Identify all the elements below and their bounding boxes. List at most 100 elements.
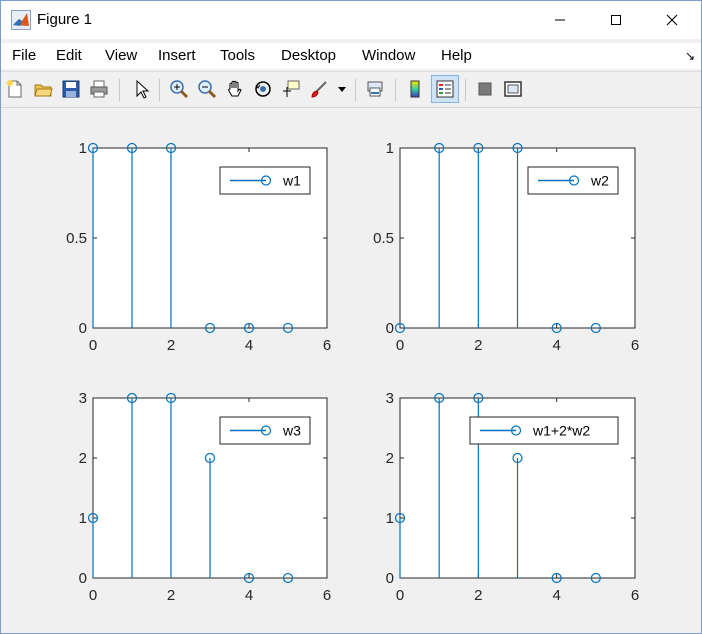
stem-marker[interactable]	[165, 142, 177, 154]
stem-marker[interactable]	[394, 322, 406, 334]
stem-marker[interactable]	[165, 392, 177, 404]
data-cursor-icon[interactable]	[279, 77, 303, 101]
brush-dropdown-icon[interactable]	[335, 77, 349, 101]
stem-marker[interactable]	[434, 392, 445, 404]
menu-view[interactable]: View	[105, 47, 138, 64]
x-tick-label: 0	[396, 337, 404, 354]
close-button[interactable]	[649, 1, 695, 39]
save-icon[interactable]	[59, 77, 83, 101]
y-tick-label: 2	[79, 450, 87, 467]
x-tick-label: 2	[167, 587, 175, 604]
y-tick-label: 0	[79, 320, 87, 337]
rotate-3d-icon[interactable]	[251, 77, 275, 101]
x-tick-label: 6	[323, 587, 331, 604]
x-tick-label: 2	[474, 337, 482, 354]
zoom-out-icon[interactable]	[195, 77, 219, 101]
figure-toolbar	[1, 73, 701, 108]
dock-arrow-icon[interactable]: ↘	[684, 49, 695, 63]
y-tick-label: 0.5	[373, 230, 394, 247]
menu-insert[interactable]: Insert	[158, 47, 196, 64]
menu-desktop[interactable]: Desktop	[281, 47, 337, 64]
y-tick-label: 0	[386, 320, 394, 337]
toolbar-separator	[395, 79, 396, 101]
stem-marker[interactable]	[243, 322, 255, 334]
toolbar-separator	[355, 79, 356, 101]
x-tick-label: 4	[552, 587, 560, 604]
toolbar-separator	[159, 79, 160, 101]
new-figure-icon[interactable]	[3, 77, 27, 101]
legend[interactable]: w1	[219, 166, 311, 195]
menu-tools[interactable]: Tools	[220, 47, 256, 64]
brush-icon[interactable]	[307, 77, 331, 101]
maximize-icon	[610, 14, 622, 26]
subplot-3[interactable]: 0 2 4 6 0 1 2 3 w3	[79, 390, 332, 604]
hide-plot-tools-icon[interactable]	[473, 77, 497, 101]
edit-plot-arrow-icon[interactable]	[129, 77, 153, 101]
y-tick-label: 1	[79, 510, 87, 527]
insert-colorbar-icon[interactable]	[403, 77, 427, 101]
menu-file[interactable]: File	[12, 47, 37, 64]
figure-canvas[interactable]: 0 2 4 6 0 0.5 1 w1 0 2 4 6 0 0.5 1 w2 0 2 4 6 0 1 2 3 w3 0 2 4 6 0 1 2 3…	[1, 108, 701, 633]
stem-marker[interactable]	[434, 142, 445, 154]
subplot-2[interactable]: 0 2 4 6 0 0.5 1 w2	[373, 140, 639, 354]
stem-marker[interactable]	[204, 322, 216, 334]
legend-entry: w1	[282, 173, 301, 189]
stem-marker[interactable]	[282, 322, 294, 334]
legend[interactable]: w2	[527, 166, 619, 195]
menu-help[interactable]: Help	[441, 47, 472, 64]
legend-marker-sample	[260, 175, 272, 186]
x-tick-label: 6	[323, 337, 331, 354]
zoom-in-icon[interactable]	[167, 77, 191, 101]
open-file-icon[interactable]	[31, 77, 55, 101]
title-bar[interactable]: Figure 1	[1, 1, 701, 39]
stem-marker[interactable]	[87, 142, 99, 154]
stem-marker[interactable]	[590, 322, 601, 334]
x-tick-label: 0	[89, 587, 97, 604]
stem-marker[interactable]	[243, 572, 255, 584]
stem-marker[interactable]	[126, 142, 138, 154]
stem-marker[interactable]	[512, 142, 523, 154]
menu-window[interactable]: Window	[362, 47, 416, 64]
y-tick-label: 0	[79, 570, 87, 587]
stem-marker[interactable]	[512, 452, 523, 464]
insert-legend-icon[interactable]	[431, 75, 459, 103]
menu-edit[interactable]: Edit	[56, 47, 82, 64]
legend-marker-sample	[568, 175, 580, 186]
window-title: Figure 1	[37, 11, 93, 28]
legend[interactable]: w1+2*w2	[469, 416, 619, 445]
x-tick-label: 0	[396, 587, 404, 604]
close-icon	[666, 14, 678, 26]
toolbar-separator	[465, 79, 466, 101]
subplot-4[interactable]: 0 2 4 6 0 1 2 3 w1+2*w2	[386, 390, 640, 604]
y-tick-label: 3	[386, 390, 394, 407]
toolbar-separator	[119, 79, 120, 101]
y-tick-label: 0.5	[66, 230, 87, 247]
stem-marker[interactable]	[551, 322, 562, 334]
print-icon[interactable]	[87, 77, 111, 101]
link-plot-icon[interactable]	[363, 77, 387, 101]
y-tick-label: 2	[386, 450, 394, 467]
stem-marker[interactable]	[473, 142, 484, 154]
legend[interactable]: w3	[219, 416, 311, 445]
legend-entry: w2	[590, 173, 609, 189]
stem-marker[interactable]	[590, 572, 601, 584]
pan-hand-icon[interactable]	[223, 77, 247, 101]
stem-marker[interactable]	[473, 392, 484, 404]
stem-marker[interactable]	[282, 572, 294, 584]
x-tick-label: 6	[631, 587, 639, 604]
y-tick-label: 1	[386, 140, 394, 157]
stem-marker[interactable]	[204, 452, 216, 464]
minimize-button[interactable]	[537, 1, 583, 39]
stem-marker[interactable]	[126, 392, 138, 404]
show-plot-tools-icon[interactable]	[501, 77, 525, 101]
matlab-logo-icon	[11, 10, 31, 30]
legend-marker-sample	[510, 425, 522, 436]
stem-marker[interactable]	[394, 512, 406, 524]
stem-marker[interactable]	[551, 572, 562, 584]
x-tick-label: 0	[89, 337, 97, 354]
stem-marker[interactable]	[87, 512, 99, 524]
x-tick-label: 4	[552, 337, 560, 354]
maximize-button[interactable]	[593, 1, 639, 39]
subplot-1[interactable]: 0 2 4 6 0 0.5 1 w1	[66, 140, 331, 354]
